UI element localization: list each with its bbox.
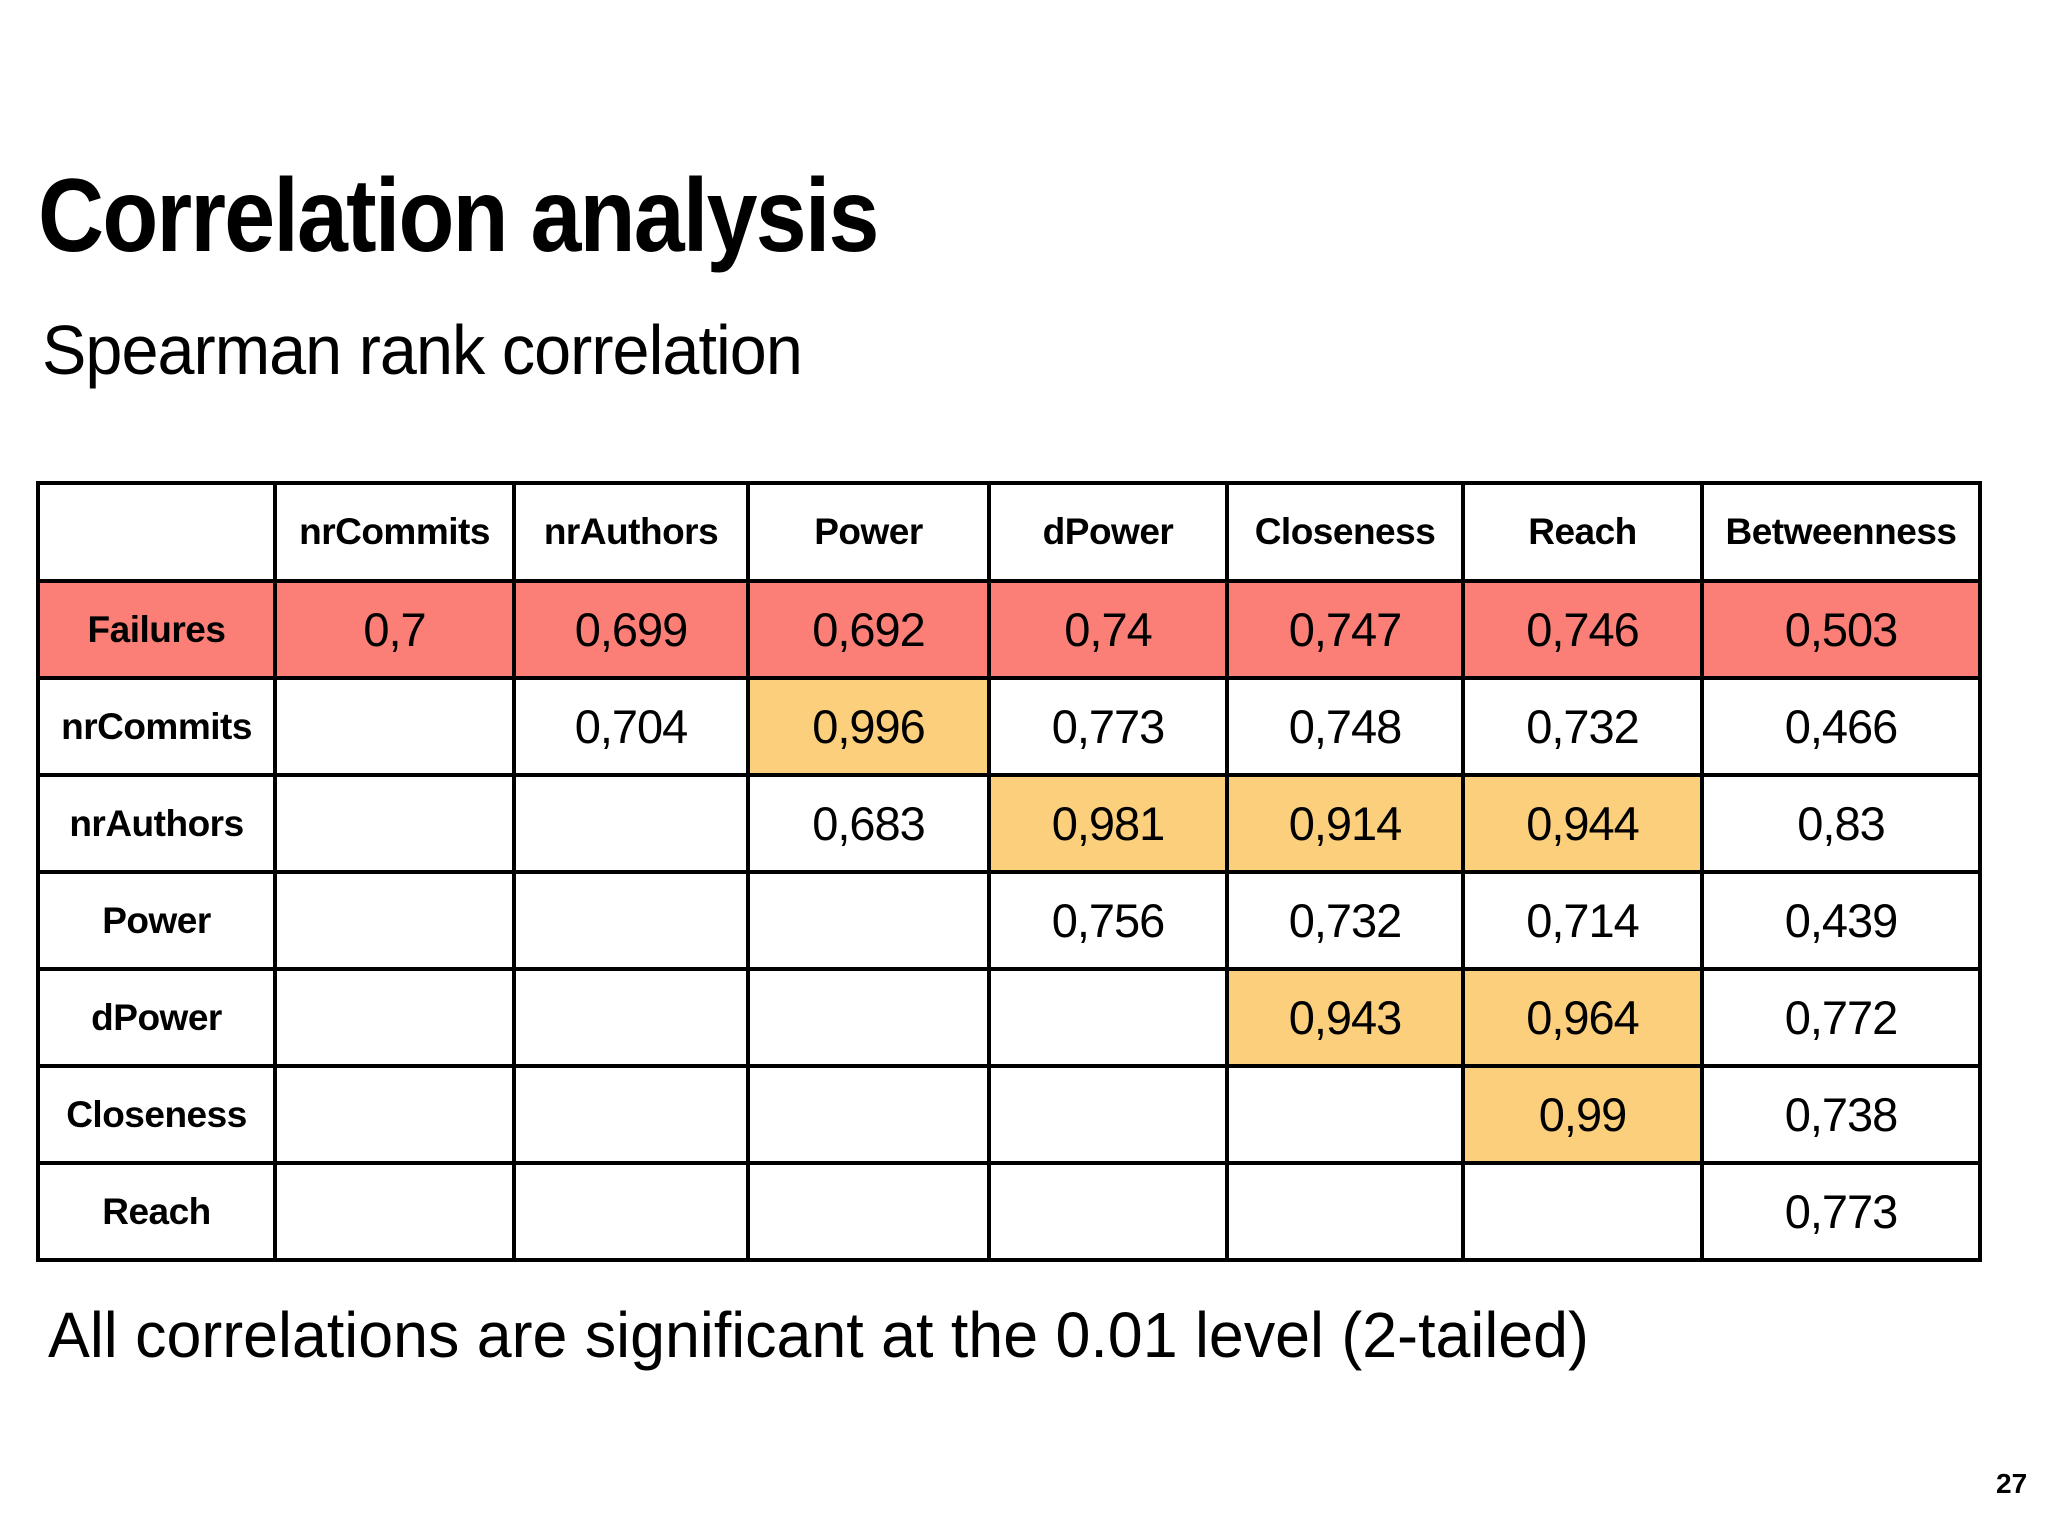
cell-nrAuthors-nrCommits <box>273 773 516 874</box>
cell-Power-Power <box>746 870 991 971</box>
table-row-Closeness: Closeness 0,99 0,738 <box>36 1064 1982 1165</box>
cell-nrAuthors-nrAuthors <box>512 773 750 874</box>
table-row-Reach: Reach 0,773 <box>36 1161 1982 1262</box>
cell-nrAuthors-Power: 0,683 <box>746 773 991 874</box>
cell-Failures-nrCommits: 0,7 <box>273 579 516 680</box>
page-title: Correlation analysis <box>38 157 879 274</box>
cell-dPower-Betweenness: 0,772 <box>1700 967 1982 1068</box>
cell-Power-nrAuthors <box>512 870 750 971</box>
table-row-nrCommits: nrCommits 0,704 0,996 0,773 0,748 0,732 0,466 <box>36 676 1982 777</box>
cell-Reach-nrCommits <box>273 1161 516 1262</box>
cell-nrCommits-Closeness: 0,748 <box>1225 676 1465 777</box>
cell-Reach-Power <box>746 1161 991 1262</box>
cell-Closeness-Power <box>746 1064 991 1165</box>
column-header-dPower: dPower <box>987 481 1229 583</box>
row-label-nrAuthors: nrAuthors <box>36 773 277 874</box>
cell-Failures-Betweenness: 0,503 <box>1700 579 1982 680</box>
slide-subtitle: Spearman rank correlation <box>42 311 803 389</box>
table-row-Failures: Failures 0,7 0,699 0,692 0,74 0,747 0,746 0,503 <box>36 579 1982 680</box>
cell-nrAuthors-Reach: 0,944 <box>1461 773 1704 874</box>
cell-nrCommits-Power: 0,996 <box>746 676 991 777</box>
cell-Closeness-dPower <box>987 1064 1229 1165</box>
cell-Failures-Power: 0,692 <box>746 579 991 680</box>
cell-nrAuthors-Closeness: 0,914 <box>1225 773 1465 874</box>
cell-Failures-Closeness: 0,747 <box>1225 579 1465 680</box>
correlation-table-body: Failures 0,7 0,699 0,692 0,74 0,747 0,746 0,503… <box>36 579 1982 1262</box>
cell-Failures-nrAuthors: 0,699 <box>512 579 750 680</box>
cell-Reach-Betweenness: 0,773 <box>1700 1161 1982 1262</box>
cell-Reach-Reach <box>1461 1161 1704 1262</box>
column-header-Betweenness: Betweenness <box>1700 481 1982 583</box>
row-label-nrCommits: nrCommits <box>36 676 277 777</box>
column-header-Closeness: Closeness <box>1225 481 1465 583</box>
cell-dPower-nrAuthors <box>512 967 750 1068</box>
cell-Power-dPower: 0,756 <box>987 870 1229 971</box>
cell-Closeness-nrCommits <box>273 1064 516 1165</box>
column-header-nrCommits: nrCommits <box>273 481 516 583</box>
cell-Power-Reach: 0,714 <box>1461 870 1704 971</box>
cell-nrCommits-Betweenness: 0,466 <box>1700 676 1982 777</box>
row-label-Power: Power <box>36 870 277 971</box>
table-row-Power: Power 0,756 0,732 0,714 0,439 <box>36 870 1982 971</box>
table-row-nrAuthors: nrAuthors 0,683 0,981 0,914 0,944 0,83 <box>36 773 1982 874</box>
cell-Power-nrCommits <box>273 870 516 971</box>
cell-Closeness-Betweenness: 0,738 <box>1700 1064 1982 1165</box>
cell-Closeness-Reach: 0,99 <box>1461 1064 1704 1165</box>
cell-Closeness-Closeness <box>1225 1064 1465 1165</box>
page-number: 27 <box>1996 1468 2028 1499</box>
significance-note: All correlations are significant at the … <box>48 1299 1589 1371</box>
cell-nrCommits-Reach: 0,732 <box>1461 676 1704 777</box>
cell-dPower-nrCommits <box>273 967 516 1068</box>
cell-nrCommits-nrCommits <box>273 676 516 777</box>
cell-Reach-Closeness <box>1225 1161 1465 1262</box>
row-label-Failures: Failures <box>36 579 277 680</box>
correlation-table: nrCommits nrAuthors Power dPower Closeness Re… <box>36 481 1982 1262</box>
column-header-Power: Power <box>746 481 991 583</box>
cell-Closeness-nrAuthors <box>512 1064 750 1165</box>
cell-dPower-Closeness: 0,943 <box>1225 967 1465 1068</box>
table-row-dPower: dPower 0,943 0,964 0,772 <box>36 967 1982 1068</box>
cell-nrAuthors-Betweenness: 0,83 <box>1700 773 1982 874</box>
row-label-dPower: dPower <box>36 967 277 1068</box>
cell-nrCommits-nrAuthors: 0,704 <box>512 676 750 777</box>
cell-Power-Betweenness: 0,439 <box>1700 870 1982 971</box>
cell-dPower-dPower <box>987 967 1229 1068</box>
cell-dPower-Reach: 0,964 <box>1461 967 1704 1068</box>
row-label-Reach: Reach <box>36 1161 277 1262</box>
cell-Reach-dPower <box>987 1161 1229 1262</box>
cell-Failures-Reach: 0,746 <box>1461 579 1704 680</box>
row-label-Closeness: Closeness <box>36 1064 277 1165</box>
cell-nrCommits-dPower: 0,773 <box>987 676 1229 777</box>
cell-nrAuthors-dPower: 0,981 <box>987 773 1229 874</box>
column-header-nrAuthors: nrAuthors <box>512 481 750 583</box>
corner-cell <box>36 481 277 583</box>
table-header-row: nrCommits nrAuthors Power dPower Closeness Re… <box>36 481 1982 583</box>
cell-Power-Closeness: 0,732 <box>1225 870 1465 971</box>
cell-Failures-dPower: 0,74 <box>987 579 1229 680</box>
cell-dPower-Power <box>746 967 991 1068</box>
cell-Reach-nrAuthors <box>512 1161 750 1262</box>
column-header-Reach: Reach <box>1461 481 1704 583</box>
